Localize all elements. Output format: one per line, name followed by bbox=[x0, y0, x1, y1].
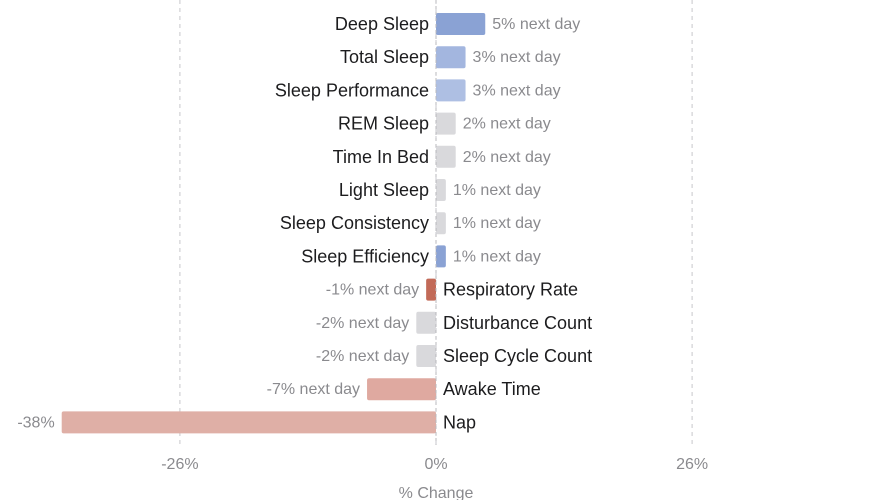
value-label: 1% next day bbox=[453, 182, 541, 199]
category-label: Sleep Efficiency bbox=[301, 246, 429, 266]
bar bbox=[426, 278, 436, 301]
category-label: Awake Time bbox=[443, 379, 541, 399]
bar bbox=[436, 112, 456, 135]
category-label: Nap bbox=[443, 412, 476, 432]
bar bbox=[436, 79, 466, 102]
category-label: Light Sleep bbox=[339, 180, 429, 200]
bar bbox=[436, 212, 446, 235]
bar bbox=[436, 13, 486, 35]
value-label: 3% next day bbox=[473, 82, 561, 99]
x-axis-title: % Change bbox=[399, 485, 474, 500]
bar bbox=[61, 411, 436, 434]
x-axis-ticks: -26% 0% 26% bbox=[161, 456, 708, 473]
value-label: -2% next day bbox=[316, 315, 409, 332]
category-label: Sleep Performance bbox=[275, 80, 429, 100]
bar bbox=[416, 311, 436, 334]
x-tick-label: 26% bbox=[676, 456, 708, 473]
bar bbox=[436, 145, 456, 168]
value-label: -1% next day bbox=[326, 282, 419, 299]
labels: Deep Sleep 5% next day Total Sleep 3% next … bbox=[17, 0, 592, 445]
bar bbox=[436, 245, 446, 268]
value-label: -38% bbox=[17, 414, 54, 431]
value-label: -2% next day bbox=[316, 348, 409, 365]
category-label: Sleep Cycle Count bbox=[443, 346, 592, 366]
category-label: Respiratory Rate bbox=[443, 280, 578, 300]
bar bbox=[416, 345, 436, 367]
category-label: Deep Sleep bbox=[335, 14, 429, 34]
value-label: -7% next day bbox=[267, 381, 360, 398]
bar bbox=[436, 46, 466, 69]
category-label: Time In Bed bbox=[333, 147, 429, 167]
value-label: 5% next day bbox=[492, 16, 580, 33]
category-label: Total Sleep bbox=[340, 47, 429, 67]
value-label: 3% next day bbox=[473, 49, 561, 66]
value-label: 2% next day bbox=[463, 116, 551, 133]
value-label: 1% next day bbox=[453, 215, 541, 232]
bars bbox=[61, 13, 486, 434]
bar bbox=[436, 179, 446, 201]
x-tick-label: 0% bbox=[424, 456, 447, 473]
category-label: Disturbance Count bbox=[443, 313, 592, 333]
value-label: 2% next day bbox=[463, 149, 551, 166]
category-label: REM Sleep bbox=[338, 114, 429, 134]
x-tick-label: -26% bbox=[161, 456, 198, 473]
value-label: 1% next day bbox=[453, 248, 541, 265]
category-label: Sleep Consistency bbox=[280, 213, 429, 233]
bar bbox=[367, 378, 436, 401]
